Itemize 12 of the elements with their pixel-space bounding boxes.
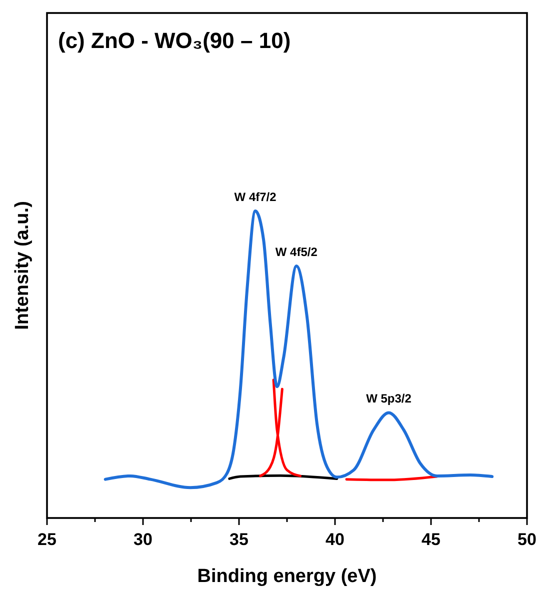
annotation: W 5p3/2 xyxy=(366,392,412,406)
x-tick-label: 25 xyxy=(38,530,56,549)
x-axis-title: Binding energy (eV) xyxy=(197,566,377,587)
annotation: W 4f5/2 xyxy=(275,244,318,259)
y-axis-title: Intensity (a.u.) xyxy=(12,201,33,330)
x-tick-label: 40 xyxy=(326,530,344,549)
x-tick-label: 30 xyxy=(134,530,152,549)
x-tick-label: 50 xyxy=(518,530,536,549)
x-tick-label: 35 xyxy=(230,530,248,549)
annotation: W 4f7/2 xyxy=(234,190,277,204)
x-tick-label: 45 xyxy=(422,530,440,549)
chart-title: (c) ZnO - WO₃(90 – 10) xyxy=(58,28,291,53)
